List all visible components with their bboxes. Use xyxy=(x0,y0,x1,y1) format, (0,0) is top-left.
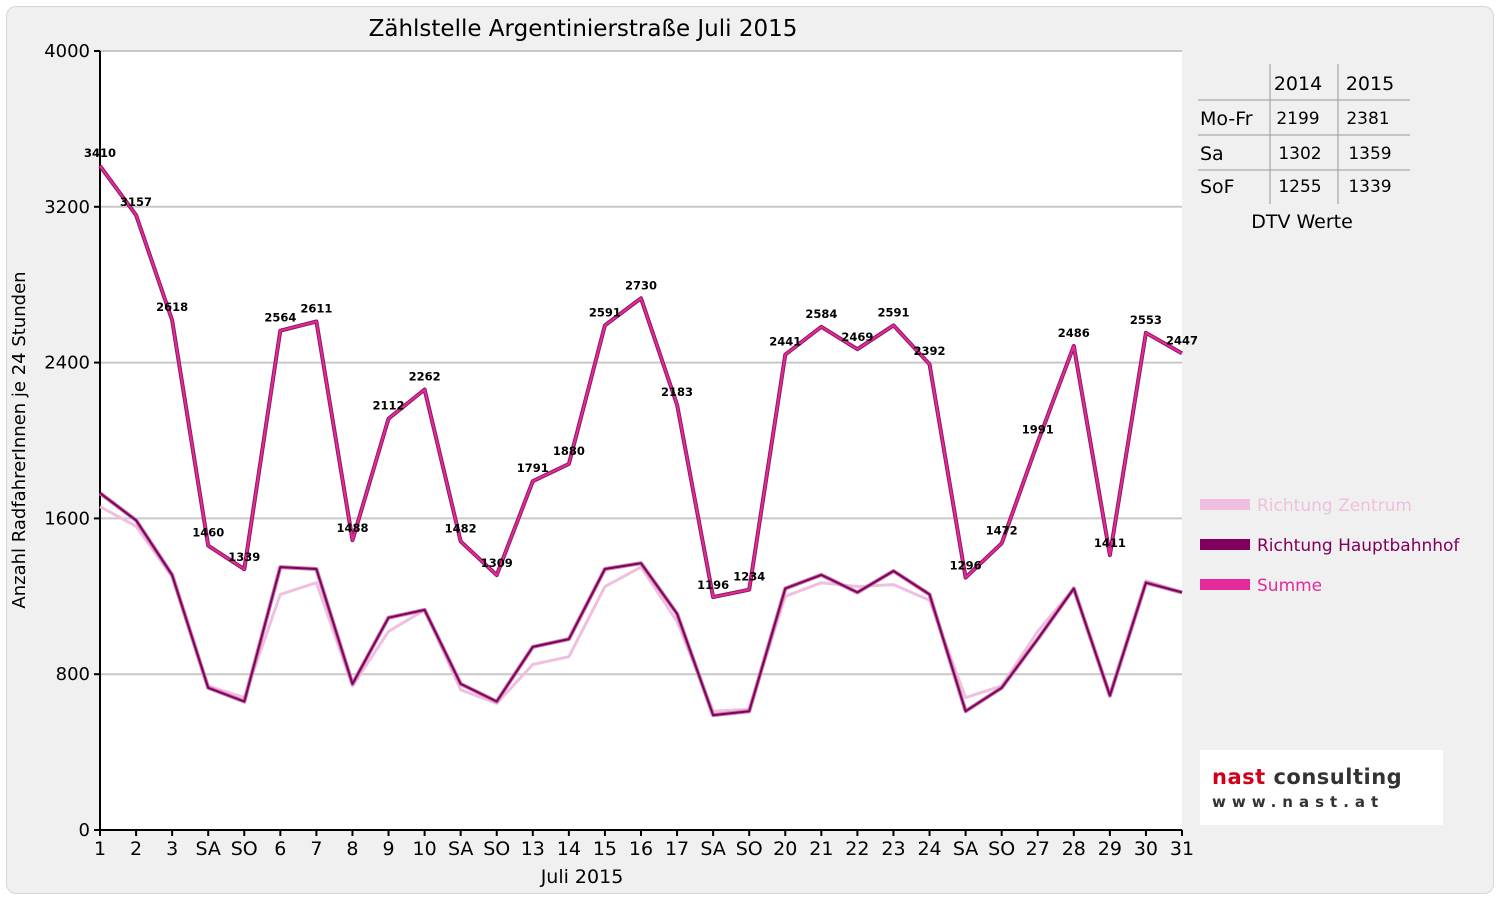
dtv-cell: 2381 xyxy=(1346,109,1389,129)
x-tick-label: 30 xyxy=(1134,838,1158,860)
data-label: 1339 xyxy=(228,550,260,564)
series-line-summe xyxy=(99,165,1183,599)
x-tick-label: SO xyxy=(988,838,1015,860)
data-label: 1488 xyxy=(336,521,368,535)
legend-label-summe: Summe xyxy=(1257,576,1322,596)
y-tick-label: 4000 xyxy=(44,41,90,62)
data-label: 3157 xyxy=(120,195,152,209)
x-tick-label: SA xyxy=(700,838,725,860)
legend-swatch-hauptbahnhof xyxy=(1200,539,1250,550)
data-label: 2469 xyxy=(841,330,873,344)
x-tick-label: 21 xyxy=(809,838,833,860)
dtv-caption: DTV Werte xyxy=(1251,211,1353,233)
data-label: 2611 xyxy=(300,302,332,316)
legend: Richtung Zentrum Richtung Hauptbahnhof S… xyxy=(1200,496,1460,596)
legend-swatch-summe xyxy=(1200,579,1250,590)
legend-label-hauptbahnhof: Richtung Hauptbahnhof xyxy=(1257,536,1460,556)
y-tick-label: 2400 xyxy=(44,353,90,374)
data-label: 1991 xyxy=(1022,422,1054,436)
x-tick-label: 2 xyxy=(130,838,142,860)
dtv-row-label: Sa xyxy=(1200,143,1224,165)
chart-title: Zählstelle Argentinierstraße Juli 2015 xyxy=(369,16,798,42)
dtv-row-label: SoF xyxy=(1200,176,1235,198)
y-tick-label: 3200 xyxy=(44,197,90,218)
data-label: 1309 xyxy=(481,556,513,570)
x-tick-label: SO xyxy=(483,838,510,860)
data-label: 2441 xyxy=(769,335,801,349)
dtv-cell: 1302 xyxy=(1278,144,1321,164)
x-tick-label: 6 xyxy=(274,838,286,860)
legend-swatch-zentrum xyxy=(1200,499,1250,510)
x-tick-label: 23 xyxy=(881,838,905,860)
data-label: 2591 xyxy=(589,305,621,319)
x-tick-label: 31 xyxy=(1170,838,1194,860)
dtv-cell: 1255 xyxy=(1278,177,1321,197)
y-tick-label: 0 xyxy=(79,820,90,841)
data-label: 1296 xyxy=(950,559,982,573)
data-label: 2183 xyxy=(661,385,693,399)
data-label: 2447 xyxy=(1166,333,1198,347)
logo-brand: nast consulting xyxy=(1212,765,1402,789)
x-tick-label: 14 xyxy=(557,838,581,860)
x-tick-label: 17 xyxy=(665,838,689,860)
data-label: 2262 xyxy=(409,369,441,383)
data-label: 1791 xyxy=(517,461,549,475)
data-label: 2392 xyxy=(914,344,946,358)
dtv-cell: 1339 xyxy=(1348,177,1391,197)
logo-box xyxy=(1200,750,1443,825)
data-label: 1411 xyxy=(1094,536,1126,550)
x-tick-label: 27 xyxy=(1026,838,1050,860)
x-tick-label: 16 xyxy=(629,838,653,860)
data-label: 1482 xyxy=(445,521,477,535)
legend-label-zentrum: Richtung Zentrum xyxy=(1257,496,1412,516)
x-tick-label: 24 xyxy=(917,838,941,860)
x-tick-label: SO xyxy=(736,838,763,860)
dtv-cell: 1359 xyxy=(1348,144,1391,164)
data-label: 1196 xyxy=(697,578,729,592)
x-tick-label: SA xyxy=(953,838,978,860)
series-line-hauptbahnhof xyxy=(99,492,1183,717)
data-label: 2584 xyxy=(805,307,837,321)
dtv-cell: 2199 xyxy=(1276,109,1319,129)
x-tick-label: 1 xyxy=(94,838,106,860)
dtv-row-label: Mo-Fr xyxy=(1200,108,1253,130)
x-tick-label: 15 xyxy=(593,838,617,860)
data-label: 3410 xyxy=(84,146,116,160)
x-tick-label: 29 xyxy=(1098,838,1122,860)
data-label: 2486 xyxy=(1058,326,1090,340)
data-label: 1880 xyxy=(553,444,585,458)
logo: nast consulting www.nast.at xyxy=(1200,750,1443,825)
x-tick-label: SO xyxy=(231,838,258,860)
y-axis-label: Anzahl RadfahrerInnen je 24 Stunden xyxy=(9,271,30,608)
x-tick-label: 10 xyxy=(413,838,437,860)
data-label: 1460 xyxy=(192,526,224,540)
dtv-header-2014: 2014 xyxy=(1274,73,1322,95)
data-label: 2112 xyxy=(373,399,405,413)
dtv-header-2015: 2015 xyxy=(1346,73,1394,95)
x-tick-label: 8 xyxy=(346,838,358,860)
data-label: 2564 xyxy=(264,311,296,325)
x-tick-label: SA xyxy=(195,838,220,860)
x-tick-label: 20 xyxy=(773,838,797,860)
dtv-table: 2014 2015 Mo-Fr 2199 2381 Sa 1302 1359 S… xyxy=(1198,64,1410,233)
x-axis-label: Juli 2015 xyxy=(540,866,624,888)
x-tick-label: 9 xyxy=(382,838,394,860)
x-tick-label: 22 xyxy=(845,838,869,860)
x-tick-label: 28 xyxy=(1062,838,1086,860)
x-tick-label: SA xyxy=(448,838,473,860)
y-tick-label: 800 xyxy=(56,664,90,685)
data-label: 2618 xyxy=(156,300,188,314)
data-label: 1472 xyxy=(986,523,1018,537)
x-tick-label: 3 xyxy=(166,838,178,860)
data-label: 1234 xyxy=(733,570,765,584)
logo-url: www.nast.at xyxy=(1212,793,1384,811)
data-label: 2553 xyxy=(1130,313,1162,327)
data-label: 2730 xyxy=(625,278,657,292)
x-tick-label: 7 xyxy=(310,838,322,860)
y-tick-label: 1600 xyxy=(44,508,90,529)
plot-area xyxy=(100,51,1182,830)
data-label: 2591 xyxy=(877,305,909,319)
x-tick-label: 13 xyxy=(521,838,545,860)
